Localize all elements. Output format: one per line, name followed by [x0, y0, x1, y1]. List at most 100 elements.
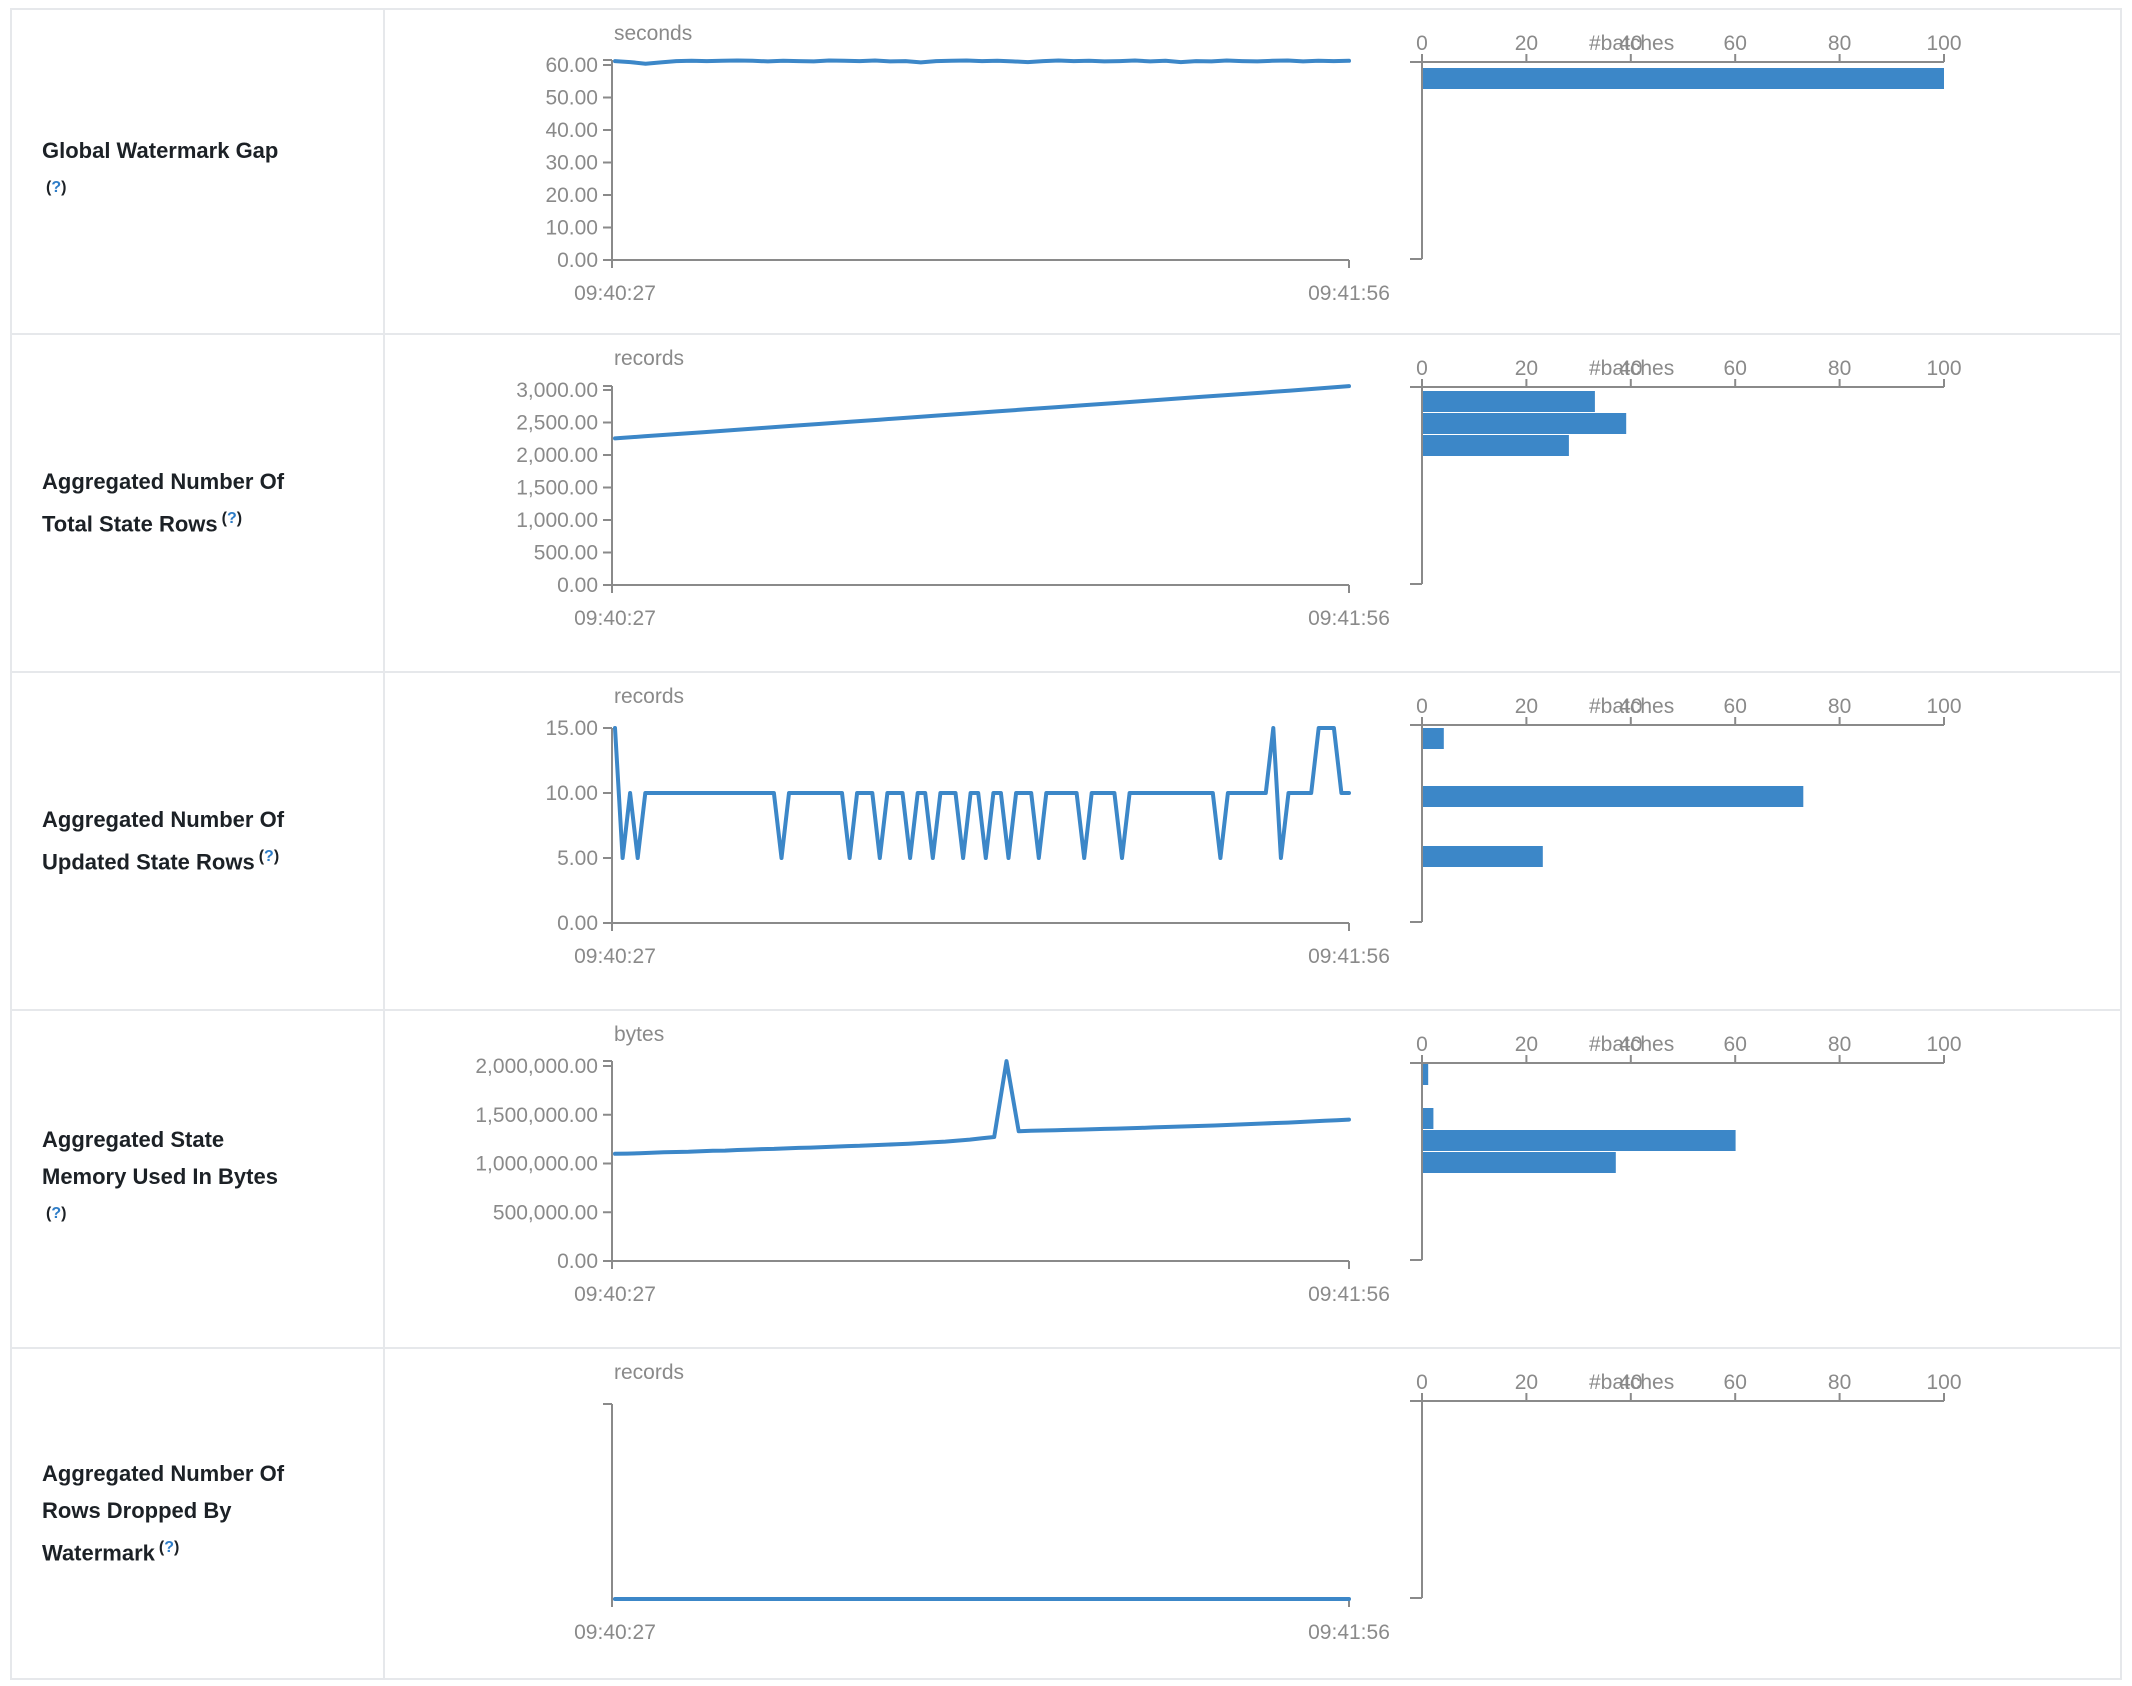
svg-text:30.00: 30.00 — [545, 152, 598, 175]
metric-row-rows-dropped-by-watermark: Aggregated Number Of Rows Dropped By Wat… — [12, 1349, 2120, 1678]
svg-text:20: 20 — [1515, 695, 1538, 718]
svg-text:40: 40 — [1619, 32, 1642, 55]
metric-title-line: Global Watermark Gap — [42, 137, 279, 163]
svg-text:10.00: 10.00 — [545, 217, 598, 240]
svg-text:40: 40 — [1619, 1033, 1642, 1056]
svg-text:15.00: 15.00 — [545, 717, 598, 740]
metric-row-updated-state-rows: Aggregated Number Of Updated State Rows(… — [12, 673, 2120, 1011]
chart-cell: bytes 2,000,000.00 1,500,000.00 1,000,000.0… — [385, 1011, 2120, 1347]
svg-text:40.00: 40.00 — [545, 119, 598, 142]
metric-row-state-memory-used: Aggregated State Memory Used In Bytes (?… — [12, 1011, 2120, 1349]
svg-text:500,000.00: 500,000.00 — [493, 1201, 598, 1224]
svg-text:#batches: #batches — [1589, 1033, 1674, 1056]
svg-text:100: 100 — [1926, 32, 1961, 55]
svg-text:0: 0 — [1416, 357, 1428, 380]
svg-text:3,000.00: 3,000.00 — [516, 379, 598, 402]
svg-text:20: 20 — [1515, 1371, 1538, 1394]
timeline-and-histogram-chart: records 09:40:27 09:41:56 0 20 40 60 80 100 #batc… — [574, 1361, 1961, 1644]
svg-text:60: 60 — [1724, 1371, 1747, 1394]
metric-title-line: Rows Dropped By — [42, 1498, 232, 1524]
timeline-and-histogram-chart: bytes 2,000,000.00 1,500,000.00 1,000,000.0… — [475, 1023, 1961, 1306]
svg-text:#batches: #batches — [1589, 32, 1674, 55]
svg-text:seconds: seconds — [614, 22, 692, 45]
help-link[interactable]: (?) — [158, 1539, 180, 1557]
svg-text:09:41:56: 09:41:56 — [1308, 1621, 1390, 1644]
svg-text:2,000,000.00: 2,000,000.00 — [475, 1055, 598, 1078]
svg-text:records: records — [614, 347, 684, 370]
svg-text:09:40:27: 09:40:27 — [574, 607, 656, 630]
metric-label-cell: Aggregated Number Of Rows Dropped By Wat… — [12, 1349, 385, 1678]
timeline-and-histogram-chart: records 3,000.00 2,500.00 2,000.00 1,500.00 1… — [516, 347, 1961, 630]
metric-title-line: Aggregated Number Of — [42, 469, 285, 495]
svg-text:#batches: #batches — [1589, 1371, 1674, 1394]
svg-text:20: 20 — [1515, 32, 1538, 55]
svg-text:60.00: 60.00 — [545, 54, 598, 77]
svg-text:09:41:56: 09:41:56 — [1308, 945, 1390, 968]
metric-title-line: Watermark — [42, 1540, 155, 1566]
svg-text:09:41:56: 09:41:56 — [1308, 607, 1390, 630]
svg-text:09:41:56: 09:41:56 — [1308, 282, 1390, 305]
svg-text:0.00: 0.00 — [557, 912, 598, 935]
svg-text:1,000.00: 1,000.00 — [516, 509, 598, 532]
help-link[interactable]: (?) — [46, 178, 67, 196]
svg-text:100: 100 — [1926, 357, 1961, 380]
metric-row-global-watermark-gap: Global Watermark Gap (?) seconds 60.00 50.… — [12, 10, 2120, 335]
chart-cell: records 09:40:27 09:41:56 0 20 40 60 80 100 #batc… — [385, 1349, 2120, 1678]
svg-text:40: 40 — [1619, 357, 1642, 380]
svg-text:60: 60 — [1724, 357, 1747, 380]
svg-text:#batches: #batches — [1589, 357, 1674, 380]
svg-text:0: 0 — [1416, 1371, 1428, 1394]
svg-text:100: 100 — [1926, 1371, 1961, 1394]
metric-label-cell: Aggregated State Memory Used In Bytes (?… — [12, 1011, 385, 1347]
svg-text:100: 100 — [1926, 1033, 1961, 1056]
svg-text:80: 80 — [1828, 1371, 1851, 1394]
metric-title-line: Aggregated Number Of — [42, 807, 285, 833]
chart-cell: seconds 60.00 50.00 40.00 30.00 20.00 10.00 0.0… — [385, 10, 2120, 333]
svg-text:20.00: 20.00 — [545, 184, 598, 207]
metric-title: Aggregated Number Of Updated State Rows(… — [42, 801, 284, 880]
svg-text:1,500.00: 1,500.00 — [516, 477, 598, 500]
svg-text:09:40:27: 09:40:27 — [574, 945, 656, 968]
svg-text:50.00: 50.00 — [545, 87, 598, 110]
svg-text:0.00: 0.00 — [557, 1250, 598, 1273]
help-link[interactable]: (?) — [46, 1204, 67, 1222]
svg-text:80: 80 — [1828, 695, 1851, 718]
svg-text:60: 60 — [1724, 32, 1747, 55]
metric-label-cell: Global Watermark Gap (?) — [12, 10, 385, 333]
metric-title: Global Watermark Gap (?) — [42, 132, 278, 211]
svg-text:80: 80 — [1828, 32, 1851, 55]
metric-label-cell: Aggregated Number Of Total State Rows (?) — [12, 335, 385, 671]
help-link[interactable]: (?) — [258, 848, 280, 866]
stats-table: Global Watermark Gap (?) seconds 60.00 50.… — [10, 8, 2122, 1680]
help-link[interactable]: (?) — [221, 510, 243, 528]
svg-text:records: records — [614, 1361, 684, 1384]
svg-text:09:40:27: 09:40:27 — [574, 282, 656, 305]
svg-text:#batches: #batches — [1589, 695, 1674, 718]
svg-text:1,500,000.00: 1,500,000.00 — [475, 1104, 598, 1127]
svg-text:0.00: 0.00 — [557, 249, 598, 272]
metric-title-line: Memory Used In Bytes — [42, 1163, 278, 1189]
metric-title: Aggregated Number Of Rows Dropped By Wat… — [42, 1455, 284, 1571]
help-question-icon: ? — [264, 848, 274, 866]
svg-text:500.00: 500.00 — [534, 542, 598, 565]
help-question-icon: ? — [51, 178, 62, 196]
svg-text:40: 40 — [1619, 695, 1642, 718]
metric-title-line: Aggregated State — [42, 1126, 225, 1152]
metric-title-line: Updated State Rows — [42, 849, 255, 875]
svg-text:60: 60 — [1724, 1033, 1747, 1056]
svg-text:2,500.00: 2,500.00 — [516, 412, 598, 435]
svg-text:09:40:27: 09:40:27 — [574, 1621, 656, 1644]
timeline-and-histogram-chart: seconds 60.00 50.00 40.00 30.00 20.00 10.00 0.0… — [545, 22, 1961, 305]
svg-text:20: 20 — [1515, 357, 1538, 380]
chart-cell: records 3,000.00 2,500.00 2,000.00 1,500.00 1… — [385, 335, 2120, 671]
metric-title-line: Aggregated Number Of — [42, 1461, 285, 1487]
help-question-icon: ? — [51, 1204, 62, 1222]
svg-text:80: 80 — [1828, 1033, 1851, 1056]
svg-text:1,000,000.00: 1,000,000.00 — [475, 1153, 598, 1176]
svg-text:80: 80 — [1828, 357, 1851, 380]
metric-title: Aggregated Number Of Total State Rows (?) — [42, 463, 284, 542]
help-question-icon: ? — [226, 510, 237, 528]
svg-text:0: 0 — [1416, 1033, 1428, 1056]
metric-label-cell: Aggregated Number Of Updated State Rows(… — [12, 673, 385, 1009]
